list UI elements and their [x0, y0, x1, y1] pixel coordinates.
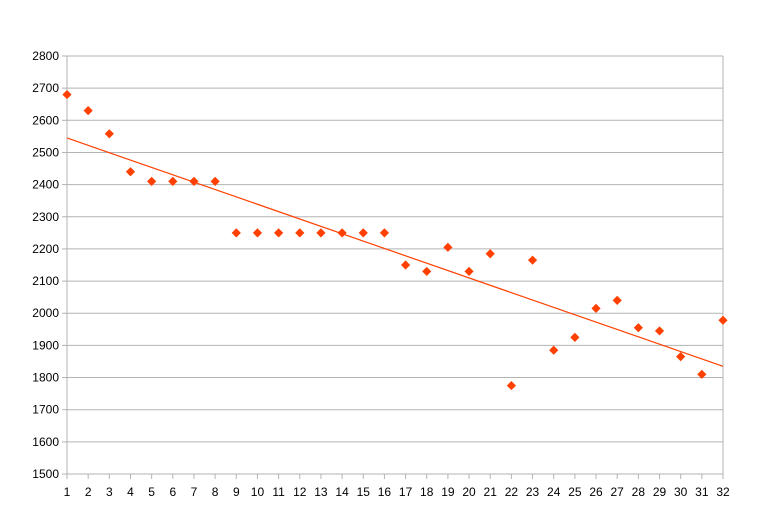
data-point-2 [83, 106, 93, 116]
y-tick-label-1800: 1800 [32, 371, 59, 385]
x-tick-label-6: 6 [169, 485, 176, 499]
y-tick-label-2400: 2400 [32, 178, 59, 192]
x-tick-label-11: 11 [272, 485, 285, 499]
x-tick-label-25: 25 [568, 485, 582, 499]
linear-trendline [66, 137, 724, 367]
x-tick-label-15: 15 [357, 485, 371, 499]
data-point-28 [633, 323, 643, 333]
x-tick-label-20: 20 [462, 485, 476, 499]
data-point-15 [358, 228, 368, 238]
data-point-1 [62, 89, 72, 100]
y-tick-label-1900: 1900 [32, 338, 59, 352]
y-tick-label-2000: 2000 [32, 306, 59, 320]
data-point-17 [400, 260, 411, 270]
data-points [62, 89, 728, 391]
x-tick-label-2: 2 [85, 485, 92, 499]
x-tick-label-7: 7 [191, 485, 198, 499]
y-tick-label-2300: 2300 [32, 210, 59, 224]
data-point-16 [379, 228, 390, 238]
data-point-6 [168, 176, 178, 186]
x-tick-label-26: 26 [589, 485, 603, 499]
x-tick-label-18: 18 [420, 485, 434, 499]
x-tick-label-1: 1 [64, 485, 71, 499]
data-point-10 [252, 228, 263, 238]
y-tick-label-1500: 1500 [32, 467, 59, 481]
data-point-5 [147, 176, 157, 186]
y-tick-label-1700: 1700 [32, 403, 59, 417]
data-point-8 [210, 176, 220, 186]
y-tick-label-2600: 2600 [32, 113, 59, 127]
x-tick-label-23: 23 [526, 485, 540, 499]
gridlines [67, 55, 723, 475]
data-point-14 [337, 228, 347, 238]
x-tick-label-14: 14 [335, 485, 349, 499]
x-tick-label-31: 31 [695, 485, 709, 499]
data-point-13 [316, 228, 326, 238]
data-point-18 [422, 266, 432, 277]
data-point-11 [274, 228, 284, 238]
y-tick-label-2200: 2200 [32, 242, 59, 256]
x-tick-label-12: 12 [293, 485, 307, 499]
x-tick-label-13: 13 [314, 485, 328, 499]
y-tick-label-2500: 2500 [32, 145, 59, 159]
x-tick-label-30: 30 [674, 485, 688, 499]
x-tick-label-29: 29 [653, 485, 667, 499]
data-point-27 [612, 295, 622, 305]
x-tick-label-4: 4 [127, 485, 134, 499]
data-point-23 [527, 255, 538, 265]
x-tick-label-24: 24 [547, 485, 561, 499]
x-tick-label-5: 5 [148, 485, 155, 499]
data-point-24 [549, 345, 559, 355]
y-tick-label-2100: 2100 [32, 274, 59, 288]
data-point-31 [697, 369, 707, 379]
x-tick-label-9: 9 [233, 485, 240, 499]
data-point-12 [295, 228, 305, 238]
x-tick-label-16: 16 [378, 485, 392, 499]
x-tick-label-27: 27 [611, 485, 625, 499]
x-tick-label-19: 19 [441, 485, 455, 499]
data-point-9 [231, 228, 241, 238]
x-tick-label-28: 28 [632, 485, 646, 499]
data-point-22 [506, 380, 516, 391]
x-tick-label-10: 10 [251, 485, 265, 499]
y-tick-labels: 1500 1600 1700 1800 1900 2000 2100 2200 2300 2400… [32, 49, 59, 481]
x-tick-label-32: 32 [716, 485, 730, 499]
data-point-7 [189, 176, 199, 186]
data-point-29 [654, 326, 665, 336]
data-point-3 [104, 129, 114, 139]
data-point-20 [464, 266, 474, 277]
x-tick-label-3: 3 [106, 485, 113, 499]
data-point-30 [676, 352, 686, 362]
y-tick-label-2800: 2800 [32, 49, 59, 63]
axes [62, 55, 724, 479]
data-point-19 [443, 242, 453, 252]
x-tick-label-21: 21 [484, 485, 498, 499]
data-point-21 [485, 249, 495, 259]
data-point-25 [570, 332, 580, 342]
data-point-26 [591, 303, 601, 314]
data-point-4 [125, 167, 136, 177]
x-tick-labels: 1 2 3 4 5 6 7 8 9 10 11 12 13 14 15 16 17 18 19 20 21 22 23 24 2… [64, 485, 730, 499]
trendline-layer [66, 137, 724, 367]
y-tick-label-2700: 2700 [32, 81, 59, 95]
x-tick-label-22: 22 [505, 485, 519, 499]
data-point-32 [718, 315, 728, 325]
x-tick-label-8: 8 [212, 485, 219, 499]
y-tick-label-1600: 1600 [32, 435, 59, 449]
x-tick-label-17: 17 [399, 485, 413, 499]
